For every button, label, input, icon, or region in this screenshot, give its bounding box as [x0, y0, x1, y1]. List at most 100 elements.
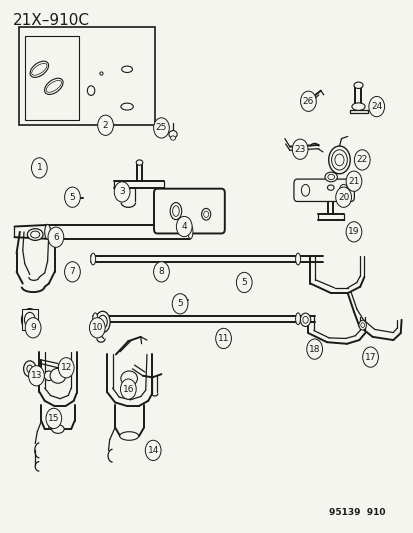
Ellipse shape [295, 253, 300, 265]
Text: 25: 25 [155, 124, 167, 132]
Text: 21X–910C: 21X–910C [12, 13, 89, 28]
Circle shape [46, 408, 62, 429]
Bar [19, 27, 155, 125]
Ellipse shape [98, 315, 107, 328]
Text: 20: 20 [337, 193, 349, 201]
Text: 24: 24 [370, 102, 382, 111]
Ellipse shape [170, 203, 181, 220]
Text: 17: 17 [364, 353, 375, 361]
Circle shape [64, 262, 80, 282]
Ellipse shape [331, 150, 347, 170]
Ellipse shape [299, 313, 310, 326]
Ellipse shape [24, 312, 35, 327]
Circle shape [120, 379, 136, 399]
Ellipse shape [24, 361, 36, 377]
FancyBboxPatch shape [293, 179, 354, 201]
Ellipse shape [46, 80, 61, 92]
Ellipse shape [31, 231, 40, 238]
Text: 12: 12 [60, 364, 72, 372]
Ellipse shape [339, 184, 347, 196]
Ellipse shape [295, 313, 300, 325]
Ellipse shape [328, 146, 349, 174]
Circle shape [28, 366, 44, 386]
Ellipse shape [183, 295, 186, 304]
Circle shape [172, 294, 188, 314]
Circle shape [97, 115, 113, 135]
Text: 6: 6 [53, 233, 59, 241]
Text: 9: 9 [30, 324, 36, 332]
Text: 5: 5 [69, 193, 75, 201]
Circle shape [31, 158, 47, 178]
Ellipse shape [121, 371, 137, 386]
Circle shape [335, 187, 351, 207]
Circle shape [153, 262, 169, 282]
Ellipse shape [32, 63, 47, 75]
FancyBboxPatch shape [154, 189, 224, 233]
Text: 26: 26 [302, 97, 313, 106]
Text: 23: 23 [294, 145, 305, 154]
Text: 14: 14 [147, 446, 159, 455]
Bar [21, 309, 38, 330]
Text: 5: 5 [177, 300, 183, 308]
Circle shape [25, 318, 41, 338]
Ellipse shape [100, 72, 103, 75]
Ellipse shape [188, 225, 192, 239]
Ellipse shape [324, 172, 337, 182]
Ellipse shape [50, 368, 66, 383]
Circle shape [300, 91, 316, 111]
Ellipse shape [21, 309, 38, 331]
Text: 4: 4 [181, 222, 187, 231]
Text: 5: 5 [241, 278, 247, 287]
Ellipse shape [45, 78, 63, 94]
Ellipse shape [201, 208, 210, 220]
Text: 15: 15 [48, 414, 59, 423]
Ellipse shape [30, 61, 48, 77]
Circle shape [176, 216, 192, 237]
Circle shape [145, 440, 161, 461]
Circle shape [345, 171, 361, 191]
Text: 18: 18 [308, 345, 320, 353]
Text: 95139  910: 95139 910 [328, 508, 384, 517]
Ellipse shape [243, 288, 246, 292]
Circle shape [215, 328, 231, 349]
Circle shape [89, 318, 105, 338]
Ellipse shape [121, 103, 133, 110]
Ellipse shape [360, 322, 364, 327]
Ellipse shape [327, 174, 334, 180]
Ellipse shape [172, 206, 179, 216]
Circle shape [306, 339, 322, 359]
Ellipse shape [44, 371, 53, 381]
Ellipse shape [327, 185, 333, 190]
Circle shape [58, 358, 74, 378]
Ellipse shape [45, 224, 50, 239]
Ellipse shape [75, 195, 78, 202]
Text: 1: 1 [36, 164, 42, 172]
Circle shape [114, 182, 130, 202]
Ellipse shape [302, 316, 307, 323]
Text: 21: 21 [347, 177, 359, 185]
Text: 11: 11 [217, 334, 229, 343]
Ellipse shape [121, 66, 132, 72]
Ellipse shape [170, 136, 175, 140]
Text: 7: 7 [69, 268, 75, 276]
Circle shape [153, 118, 169, 138]
Ellipse shape [169, 131, 177, 138]
Ellipse shape [334, 154, 343, 166]
Ellipse shape [27, 365, 33, 373]
Ellipse shape [119, 432, 138, 440]
Ellipse shape [351, 103, 364, 110]
Text: 16: 16 [122, 385, 134, 393]
Text: 2: 2 [102, 121, 108, 130]
Circle shape [64, 187, 80, 207]
Text: 8: 8 [158, 268, 164, 276]
Circle shape [354, 150, 369, 170]
Text: 19: 19 [347, 228, 359, 236]
Ellipse shape [52, 425, 64, 433]
Ellipse shape [95, 311, 110, 333]
Circle shape [362, 347, 377, 367]
Ellipse shape [358, 320, 366, 330]
Ellipse shape [27, 229, 43, 240]
Circle shape [236, 272, 252, 293]
Bar [25, 36, 78, 120]
Ellipse shape [93, 313, 97, 325]
